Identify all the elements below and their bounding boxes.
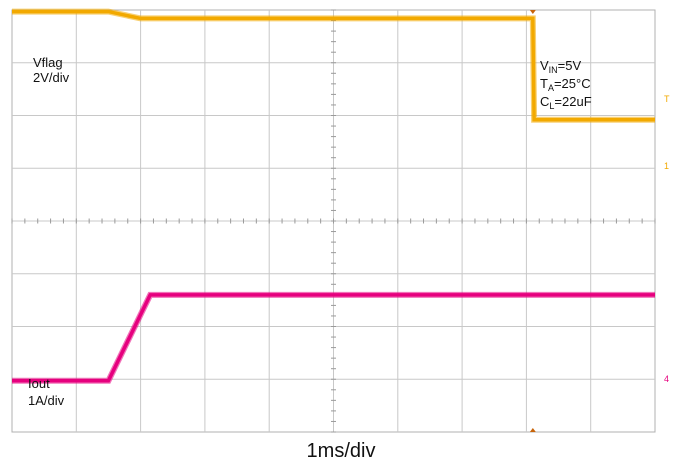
vflag-label: Vflag xyxy=(33,55,63,70)
trigger-marker-bottom xyxy=(529,428,536,432)
ta-annotation: TA=25°C xyxy=(540,76,591,93)
channel-1-marker: 1 xyxy=(664,161,669,171)
iout-trace xyxy=(12,293,655,383)
vflag-trace xyxy=(12,9,655,122)
vin-annotation: VIN=5V xyxy=(540,58,581,75)
iout-scale-label: 1A/div xyxy=(28,393,65,408)
trigger-level-marker: T xyxy=(664,94,670,104)
iout-label: Iout xyxy=(28,376,50,391)
scope-traces xyxy=(12,8,655,384)
timebase-label: 1ms/div xyxy=(307,440,376,462)
vflag-scale-label: 2V/div xyxy=(33,70,70,85)
scope-grid xyxy=(11,9,656,433)
channel-4-marker: 4 xyxy=(664,374,669,384)
cl-annotation: CL=22uF xyxy=(540,94,592,111)
trigger-marker-top xyxy=(529,10,536,14)
